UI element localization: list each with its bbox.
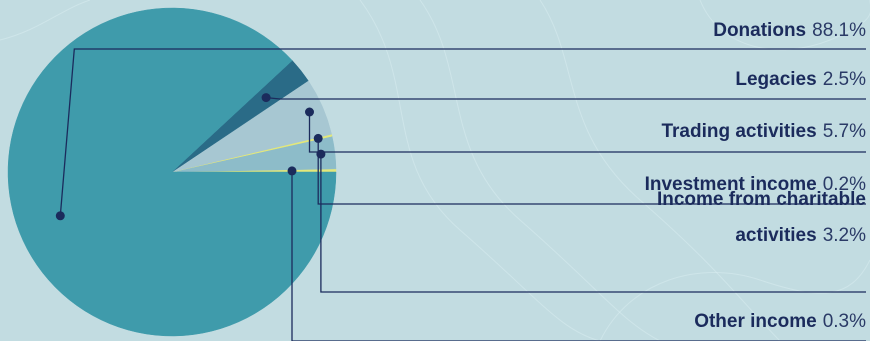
pie-slice xyxy=(7,7,337,337)
leader-line xyxy=(59,48,866,216)
slice-percent: 3.2% xyxy=(823,225,866,246)
slice-name: Income from charitable xyxy=(657,189,866,210)
slice-marker-dot xyxy=(316,149,326,159)
leader-line xyxy=(317,138,866,205)
slice-label: Investment income 0.2% xyxy=(645,174,867,195)
slice-marker-dot xyxy=(305,107,314,117)
slice-percent: 2.5% xyxy=(823,69,866,90)
leader-lines xyxy=(55,48,866,341)
slice-label: Income from charitable xyxy=(657,189,866,210)
slice-name: Donations xyxy=(713,20,806,41)
slice-name: Legacies xyxy=(735,69,816,90)
slice-percent: 0.3% xyxy=(823,311,866,332)
slice-percent: 5.7% xyxy=(823,121,866,142)
slice-marker-dot xyxy=(55,211,65,221)
slice-label: Legacies 2.5% xyxy=(735,69,866,90)
slice-labels: Donations 88.1% Legacies 2.5% Trading activi… xyxy=(645,20,867,332)
background-contour xyxy=(0,0,91,41)
background-contour xyxy=(359,0,601,341)
background-contour xyxy=(699,0,870,51)
slice-marker-dot xyxy=(313,133,323,143)
leader-line xyxy=(266,96,866,100)
leader-line xyxy=(320,154,866,293)
slice-marker-dot xyxy=(261,93,271,103)
leader-line xyxy=(291,170,866,341)
slice-marker-dot xyxy=(287,166,297,176)
slice-label: Trading activities 5.7% xyxy=(661,121,866,142)
background-contour xyxy=(599,259,870,341)
slice-name: activities xyxy=(735,225,816,246)
slice-label: Donations 88.1% xyxy=(713,20,866,41)
slice-label: Other income 0.3% xyxy=(694,311,866,332)
slice-label: activities 3.2% xyxy=(735,225,866,246)
pie-slices xyxy=(7,7,337,337)
slice-name: Investment income xyxy=(645,174,817,195)
background-contour xyxy=(419,0,661,341)
slice-percent: 88.1% xyxy=(812,20,866,41)
leader-line xyxy=(308,112,866,153)
slice-percent: 0.2% xyxy=(823,174,866,195)
slice-name: Trading activities xyxy=(661,121,816,142)
slice-name: Other income xyxy=(694,311,816,332)
background-contour xyxy=(539,0,781,341)
